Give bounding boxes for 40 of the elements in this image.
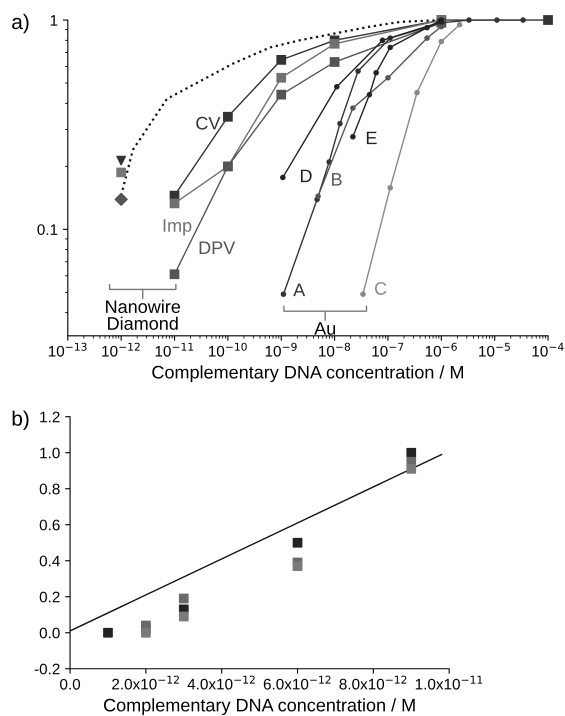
series-label: A	[293, 284, 306, 296]
x-tick-label: 10$^{−12}$	[102, 342, 140, 357]
series-label: B	[332, 173, 342, 186]
y-tick-label: 0.8	[40, 484, 60, 494]
x-tick-label: 10$^{−10}$	[208, 342, 247, 357]
x-tick-label: 8.0x10$^{−12}$	[339, 676, 406, 690]
x-tick-label: 10$^{−11}$	[156, 342, 194, 357]
annotation: Au	[314, 322, 336, 335]
series-label: C	[374, 282, 386, 295]
series-label: Imp	[164, 219, 192, 236]
y-tick-label: 1.0	[40, 448, 60, 458]
text: a)	[12, 14, 29, 34]
x-tick-label: 10$^{−8}$	[319, 342, 350, 357]
y-tick-label: 0.1	[37, 224, 58, 236]
series-label: DPV	[200, 242, 236, 254]
x-tick-label: 10$^{−7}$	[372, 342, 404, 357]
x-tick-label: 10$^{−5}$	[479, 342, 510, 357]
series-label: CV	[196, 116, 220, 130]
y-tick-label: 0.6	[40, 520, 60, 530]
x-tick-label: 10$^{−6}$	[426, 342, 457, 357]
y-tick-label: 1.2	[40, 412, 60, 422]
y-tick-label: -0.2	[34, 664, 60, 674]
annotation: Nanowire Diamond	[106, 300, 180, 330]
x-tick-label: 10$^{−9}$	[266, 342, 297, 357]
x-tick-label: 4.0x10$^{−12}$	[188, 676, 255, 690]
y-tick-label: 0.2	[40, 592, 60, 602]
x-tick-label: 1.0x10$^{−11}$	[416, 676, 482, 690]
text: b)	[12, 410, 29, 430]
x-tick-label: 10$^{−13}$	[48, 342, 87, 357]
x-axis-title: Complementary DNA concentration / M	[152, 365, 463, 382]
y-tick-label: 0.0	[40, 628, 60, 638]
y-tick-label: 0.4	[40, 556, 60, 566]
x-axis-title: Complementary DNA concentration / M	[104, 698, 415, 716]
x-tick-label: 10$^{−4}$	[532, 342, 564, 357]
series-label: E	[366, 132, 377, 144]
series-label: D	[300, 170, 312, 182]
x-tick-label: 0.0	[60, 678, 80, 690]
y-tick-label: 1	[50, 15, 58, 26]
x-tick-label: 2.0x10$^{−12}$	[112, 676, 179, 690]
x-tick-label: 6.0x10$^{−12}$	[264, 676, 331, 690]
